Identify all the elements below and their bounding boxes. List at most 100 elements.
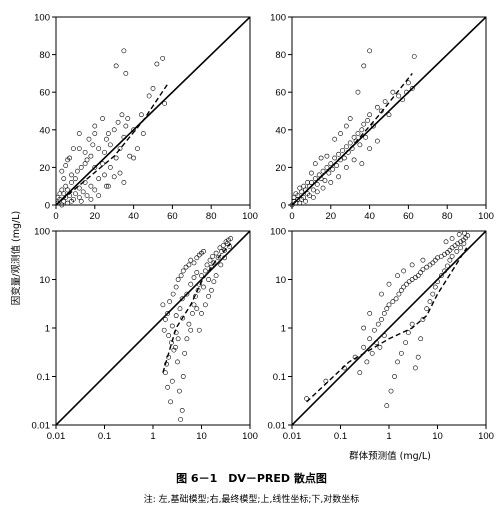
data-point [444,263,450,269]
data-point [308,180,314,185]
data-point [162,317,168,322]
y-tick-label: 0 [281,201,286,212]
data-point [65,187,71,193]
x-tick-label: 1 [150,431,155,442]
data-point [295,196,301,202]
data-point [71,196,76,202]
data-point [73,191,78,197]
data-point [303,198,308,204]
data-point [379,317,384,322]
data-point [175,359,180,365]
data-point [208,287,214,293]
data-point [63,195,69,200]
data-point [395,359,400,365]
data-point [176,388,182,394]
data-point [343,123,349,129]
figure-caption-note: 注: 左,基础模型;右,最终模型;上,线性坐标;下,对数坐标 [143,495,360,505]
y-tick-label: 20 [39,163,50,174]
data-point [202,268,208,274]
identity-line [56,231,250,425]
y-tick-label: 40 [275,125,286,136]
data-point [447,257,453,263]
data-point [301,183,307,189]
data-point [224,241,230,246]
plot-frame [55,16,251,206]
panel-top-right: 0 20 40 60 80 100 0 20 40 60 80 100 [270,13,494,223]
data-point [105,183,111,189]
data-point [374,138,380,144]
data-point [90,142,96,148]
data-point [398,287,404,293]
data-point [211,260,217,266]
data-point [165,384,170,390]
data-point [82,149,88,155]
data-point [104,183,109,189]
data-point [367,146,372,151]
data-point [432,284,438,290]
data-point [432,257,438,263]
data-point [188,257,194,263]
data-point [443,239,449,245]
y-tick-label: 100 [270,13,286,24]
data-point [194,270,200,275]
data-point [365,118,371,123]
data-point [363,134,369,140]
x-tick-label: 0.01 [283,431,302,442]
data-point [341,155,347,161]
data-point [177,306,183,312]
data-point [375,321,381,327]
y-tick-label: 100 [34,13,50,24]
data-point [73,176,78,182]
data-point [406,279,412,285]
data-point [334,163,340,168]
data-point [102,172,107,178]
data-point [178,417,183,422]
x-tick-label: 100 [242,211,258,222]
data-point [119,112,125,118]
data-point [458,245,464,251]
data-point [388,388,394,394]
data-point [166,333,172,338]
data-point [357,370,363,376]
y-tick-label: 0 [45,201,50,212]
data-point [96,176,102,182]
data-point [308,170,314,176]
data-point [117,170,123,176]
data-point [92,123,98,129]
data-point [179,296,185,302]
data-point [169,340,174,345]
data-point [381,311,387,316]
data-point [55,195,61,200]
data-point [297,200,303,206]
data-point [328,180,334,185]
data-point [71,146,76,151]
data-point [135,146,140,151]
x-tick-label: 60 [167,211,178,222]
data-point [96,193,102,198]
data-point [107,164,113,170]
data-point [204,262,210,268]
data-point [186,262,192,268]
x-tick-label: 100 [478,431,494,442]
data-point [390,299,396,305]
data-point [374,340,379,345]
data-point [104,136,109,142]
data-point [304,396,309,402]
data-point [316,172,322,178]
data-point [312,176,318,182]
data-point [415,354,421,360]
data-point [61,176,67,182]
y-tick-label: 80 [39,50,50,61]
data-point [100,161,105,167]
data-point [332,155,338,161]
data-point [55,200,61,206]
data-point [123,123,129,129]
data-point [186,321,192,327]
y-axis-title: 因变量/观测值 (mg/L) [10,211,22,305]
data-point [454,248,460,254]
y-tick-label: 20 [275,163,286,174]
y-tick-label: 60 [39,88,50,99]
data-point [88,196,94,202]
data-point [405,330,411,336]
